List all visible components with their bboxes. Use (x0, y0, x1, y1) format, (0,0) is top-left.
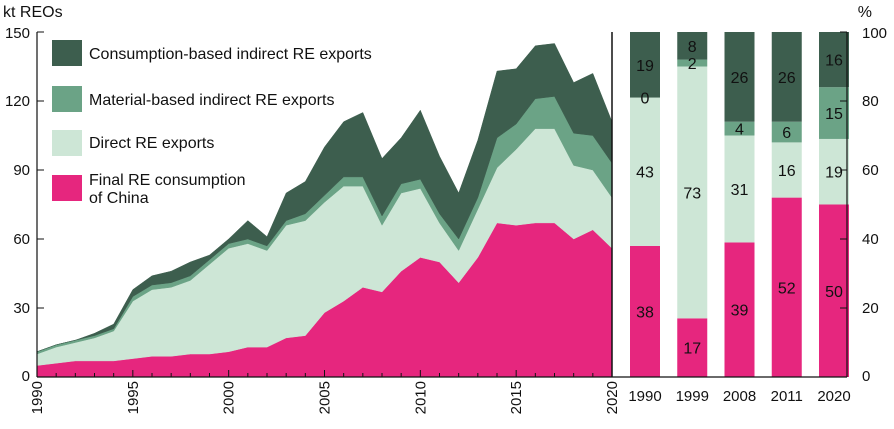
bar-value-label: 4 (735, 122, 744, 139)
legend-label-final-consumption: Final RE consumption (89, 172, 246, 189)
bar-segment-consumption-based-indirect-re-exports-2011 (771, 32, 802, 122)
bar-category-label: 1990 (628, 388, 661, 405)
bar-value-label: 26 (731, 70, 749, 87)
bar-value-label: 17 (683, 341, 701, 358)
right-y-tick-label: 60 (862, 162, 879, 179)
bar-segment-final-re-consumption-of-china-1999 (677, 318, 708, 377)
bar-segment-material-based-indirect-re-exports-2011 (771, 121, 802, 143)
bar-segment-final-re-consumption-of-china-2011 (771, 197, 802, 377)
bar-value-label: 6 (782, 125, 791, 142)
bar-value-label: 2 (688, 56, 697, 73)
right-y-tick-label: 20 (862, 300, 879, 317)
left-y-tick-label: 60 (13, 231, 30, 248)
x-axis-ticks: 1990 1995 2000 2005 2010 2015 2020 (29, 370, 621, 414)
left-y-axis-ticks: 0 30 60 90 120 150 (5, 25, 44, 385)
x-tick-label: 2000 (221, 381, 238, 414)
bar-value-label: 43 (636, 165, 654, 182)
bar-value-label: 16 (778, 163, 796, 180)
bar-data-labels: 38 43 0 19 17 73 28 39 31 4 26 52 16 6 26 50 19 15 16 (636, 39, 843, 358)
bar-value-label: 26 (778, 70, 796, 87)
bar-series-layer (630, 32, 849, 377)
legend-swatch-final-consumption (52, 175, 82, 201)
x-tick-label: 1995 (125, 381, 142, 414)
right-y-axis-ticks: 0 20 40 60 80 100 (840, 25, 887, 385)
left-y-tick-label: 30 (13, 300, 30, 317)
bar-segment-material-based-indirect-re-exports-1999 (677, 59, 708, 67)
bar-segment-direct-re-exports-2020 (819, 138, 849, 205)
bar-segment-consumption-based-indirect-re-exports-1990 (630, 32, 660, 98)
x-tick-label: 2020 (604, 381, 621, 414)
bar-value-label: 38 (636, 304, 654, 321)
legend-label-final-consumption-line2: of China (89, 190, 149, 207)
bar-value-label: 39 (731, 303, 749, 320)
bar-segment-direct-re-exports-2008 (724, 135, 755, 243)
bar-segment-final-re-consumption-of-china-2008 (724, 242, 755, 377)
bar-segment-direct-re-exports-2011 (771, 142, 802, 198)
bar-value-label: 52 (778, 280, 796, 297)
bar-category-label: 2008 (723, 388, 756, 405)
x-tick-label: 2005 (317, 381, 334, 414)
x-tick-label: 2010 (412, 381, 429, 414)
bar-segment-consumption-based-indirect-re-exports-2020 (819, 32, 849, 88)
bar-segment-direct-re-exports-1999 (677, 66, 708, 319)
right-y-axis-unit: % (858, 4, 872, 21)
right-y-tick-label: 80 (862, 93, 879, 110)
legend-label-material-indirect: Material-based indirect RE exports (89, 92, 334, 109)
legend-swatch-material-indirect (52, 86, 82, 112)
legend-label-direct-exports: Direct RE exports (89, 135, 214, 152)
bar-value-label: 16 (825, 53, 843, 70)
x-tick-label: 1990 (29, 381, 46, 414)
bar-segment-final-re-consumption-of-china-1990 (630, 245, 660, 377)
bar-value-label: 19 (825, 165, 843, 182)
left-y-tick-label: 90 (13, 162, 30, 179)
bar-segment-material-based-indirect-re-exports-2020 (819, 87, 849, 139)
bar-value-label: 0 (641, 91, 650, 108)
bar-category-labels: 1990 1999 2008 2011 2020 (628, 388, 850, 405)
right-y-tick-label: 40 (862, 231, 879, 248)
left-y-tick-label: 150 (5, 25, 30, 42)
bar-category-label: 2020 (817, 388, 850, 405)
bar-category-label: 2011 (771, 388, 803, 405)
x-tick-label: 2015 (508, 381, 525, 414)
bar-value-label: 15 (825, 106, 843, 123)
bar-value-label: 73 (683, 185, 701, 202)
bar-value-label: 31 (731, 182, 749, 199)
bar-segment-final-re-consumption-of-china-2020 (819, 204, 849, 377)
bar-category-label: 1999 (676, 388, 709, 405)
left-y-tick-label: 0 (22, 368, 30, 385)
bar-value-label: 8 (688, 39, 697, 56)
bar-value-label: 50 (825, 284, 843, 301)
bar-segment-material-based-indirect-re-exports-2008 (724, 121, 755, 136)
bar-segment-direct-re-exports-1990 (630, 97, 660, 246)
left-y-axis-unit: kt REOs (3, 4, 63, 21)
legend-swatch-consumption-indirect (52, 40, 82, 66)
right-y-tick-label: 0 (862, 368, 870, 385)
right-y-tick-label: 100 (862, 25, 887, 42)
left-y-tick-label: 120 (5, 93, 30, 110)
legend-label-consumption-indirect: Consumption-based indirect RE exports (89, 46, 372, 63)
legend-swatch-direct-exports (52, 130, 82, 156)
bar-segment-consumption-based-indirect-re-exports-2008 (724, 32, 755, 122)
bar-segment-consumption-based-indirect-re-exports-1999 (677, 32, 708, 60)
bar-value-label: 19 (636, 58, 654, 75)
legend: Consumption-based indirect RE exports Ma… (52, 40, 372, 207)
